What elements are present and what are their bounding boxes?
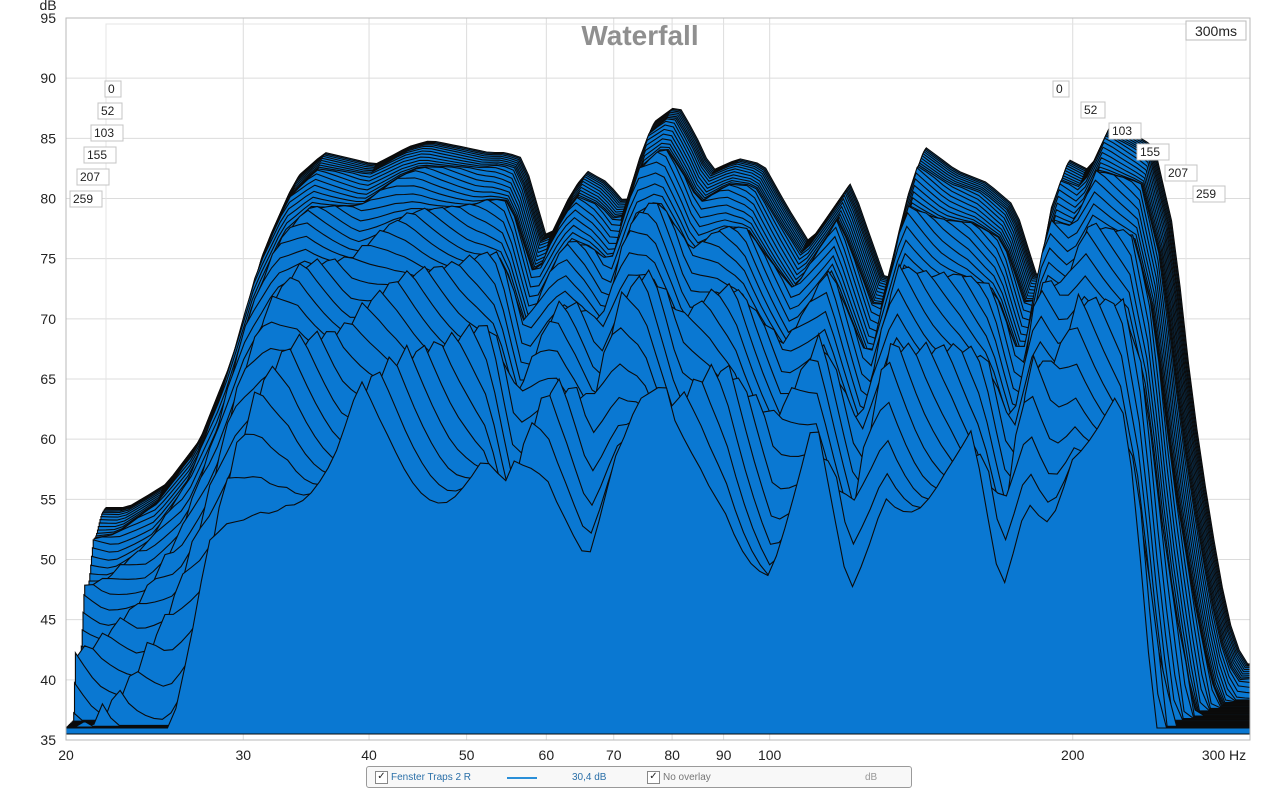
overlay-label: No overlay — [663, 772, 711, 783]
chart-title: Waterfall — [581, 20, 698, 51]
time-tick-box — [104, 80, 122, 98]
time-tick-box — [1052, 80, 1070, 98]
time-tick-label: 103 — [94, 126, 114, 140]
time-tick-box — [1164, 164, 1198, 182]
time-tick-label: 155 — [87, 148, 107, 162]
series-label: Fenster Traps 2 R — [391, 772, 472, 783]
y-tick-label: 85 — [40, 130, 56, 146]
time-tick-label: 0 — [108, 82, 115, 96]
time-tick-box — [90, 124, 124, 142]
x-tick-label: 70 — [606, 747, 622, 763]
overlay-checkbox[interactable]: ✓ — [647, 771, 660, 784]
y-tick-label: 35 — [40, 732, 56, 748]
y-tick-label: 95 — [40, 10, 56, 26]
time-tick-label: 155 — [1140, 145, 1160, 159]
x-tick-label: 40 — [361, 747, 377, 763]
time-max-label: 300ms — [1195, 23, 1237, 39]
time-tick-label: 207 — [1168, 166, 1188, 180]
unit-label: dB — [865, 772, 878, 783]
x-tick-label: 100 — [758, 747, 782, 763]
time-tick-box — [1108, 122, 1142, 140]
x-tick-label: 30 — [235, 747, 251, 763]
y-tick-label: 75 — [40, 251, 56, 267]
y-tick-label: 45 — [40, 612, 56, 628]
time-tick-box — [1080, 101, 1106, 119]
time-axis-labels: 0 0 52 52 103 103 155 155 207 207 259 259 — [69, 80, 1226, 208]
time-tick-box — [1192, 185, 1226, 203]
x-tick-label: 90 — [716, 747, 732, 763]
time-tick-box — [97, 102, 123, 120]
time-tick-box — [1136, 143, 1170, 161]
time-tick-label: 0 — [1056, 82, 1063, 96]
y-tick-label: 80 — [40, 191, 56, 207]
y-tick-label: 40 — [40, 672, 56, 688]
x-tick-label: 50 — [459, 747, 475, 763]
waterfall-slices — [66, 107, 1250, 735]
x-tick-label: 60 — [539, 747, 555, 763]
x-tick-label: 200 — [1061, 747, 1085, 763]
time-tick-label: 207 — [80, 170, 100, 184]
time-tick-label: 52 — [101, 104, 115, 118]
plot-frame — [65, 17, 1251, 741]
y-axis-ticks: 35 40 45 50 55 60 65 70 75 80 85 90 95 — [40, 10, 56, 748]
time-tick-label: 103 — [1112, 124, 1132, 138]
x-tick-label: 20 — [58, 747, 74, 763]
time-tick-label: 259 — [73, 192, 93, 206]
y-tick-label: 50 — [40, 552, 56, 568]
y-tick-label: 90 — [40, 70, 56, 86]
time-tick-box — [69, 190, 103, 208]
legend-bar: ✓ Fenster Traps 2 R 30,4 dB ✓ No overlay… — [366, 766, 912, 788]
time-tick-box — [76, 168, 110, 186]
y-tick-label: 65 — [40, 371, 56, 387]
time-tick-label: 259 — [1196, 187, 1216, 201]
y-tick-label: 70 — [40, 311, 56, 327]
series-checkbox[interactable]: ✓ — [375, 771, 388, 784]
x-axis-ticks: 20 30 40 50 60 70 80 90 100 200 300 Hz — [58, 747, 1246, 763]
series-line-swatch — [507, 777, 537, 779]
x-tick-label: 80 — [664, 747, 680, 763]
time-tick-box — [83, 146, 117, 164]
x-tick-label: 300 Hz — [1202, 747, 1246, 763]
series-value: 30,4 dB — [572, 772, 607, 783]
time-max-badge: 300ms — [1185, 20, 1247, 41]
waterfall-slice — [66, 380, 1250, 735]
time-tick-label: 52 — [1084, 103, 1098, 117]
y-tick-label: 55 — [40, 491, 56, 507]
y-tick-label: 60 — [40, 431, 56, 447]
y-axis-label: dB — [39, 0, 56, 13]
